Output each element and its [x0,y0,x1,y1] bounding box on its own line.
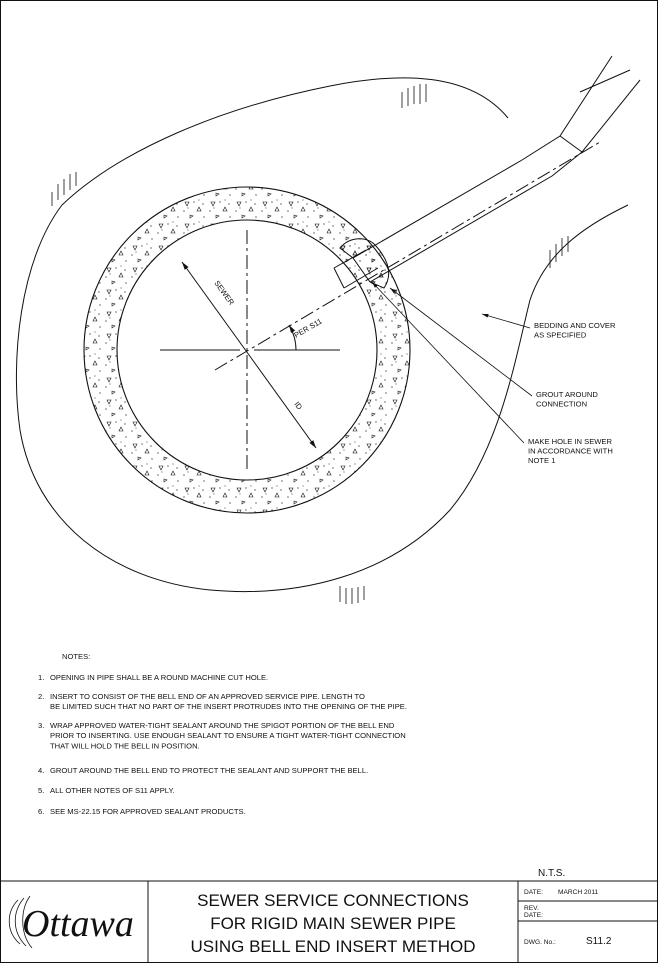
service-pipe [353,56,640,282]
title-line: USING BELL END INSERT METHOD [191,937,476,956]
note-line: PRIOR TO INSERTING. USE ENOUGH SEALANT T… [50,731,406,740]
note-number: 6. [38,807,44,816]
date: MARCH 2011 [558,889,599,896]
notes: NOTES: 1. OPENING IN PIPE SHALL BE A ROUND… [38,652,407,816]
id-dimension [182,262,316,448]
notes-heading: NOTES: [62,652,90,661]
note-number: 3. [38,721,44,730]
note-line: THAT WILL HOLD THE BELL IN POSITION. [50,741,200,750]
leader-grout [390,288,532,396]
dwg-number: S11.2 [586,936,612,947]
title-line: FOR RIGID MAIN SEWER PIPE [210,914,456,933]
per-label: PER S11 [293,317,324,340]
note-line: GROUT AROUND THE BELL END TO PROTECT THE… [50,766,368,775]
date-label: DATE: [524,889,543,896]
rev-label: DATE: [524,912,543,919]
callout-grout: GROUT AROUND [536,390,598,399]
note-line: OPENING IN PIPE SHALL BE A ROUND MACHINE… [50,673,268,682]
note-line: INSERT TO CONSIST OF THE BELL END OF AN … [50,692,365,701]
note-number: 1. [38,673,44,682]
callout-bedding: AS SPECIFIED [534,331,587,340]
title-line: SEWER SERVICE CONNECTIONS [197,891,469,910]
id-label: ID [292,400,304,412]
sewer-label: SEWER [212,279,236,307]
callout-bedding: BEDDING AND COVER [534,321,616,330]
title: SEWER SERVICE CONNECTIONS FOR RIGID MAIN … [191,891,476,956]
leader-bedding [482,314,530,328]
note-number: 2. [38,692,44,701]
drawing-sheet: SEWER PER S11 ID BEDDING AND COVERAS SPE… [0,0,658,969]
note-line: WRAP APPROVED WATER-TIGHT SEALANT AROUND… [50,721,395,730]
note-number: 4. [38,766,44,775]
ground-hatch [52,84,568,604]
note-line: SEE MS-22.15 FOR APPROVED SEALANT PRODUC… [50,807,246,816]
note-number: 5. [38,786,44,795]
callout-hole: IN ACCORDANCE WITH [528,447,613,456]
scale: N.T.S. [538,868,565,879]
note-line: ALL OTHER NOTES OF S11 APPLY. [50,786,175,795]
callout-hole: NOTE 1 [528,456,555,465]
callout-grout: CONNECTION [536,400,587,409]
rev-label: REV. [524,905,539,912]
callout-hole: MAKE HOLE IN SEWER [528,437,612,446]
logo: Ottawa [22,903,134,945]
dwg-label: DWG. No.: [524,939,556,946]
note-line: BE LIMITED SUCH THAT NO PART OF THE INSE… [50,702,407,711]
